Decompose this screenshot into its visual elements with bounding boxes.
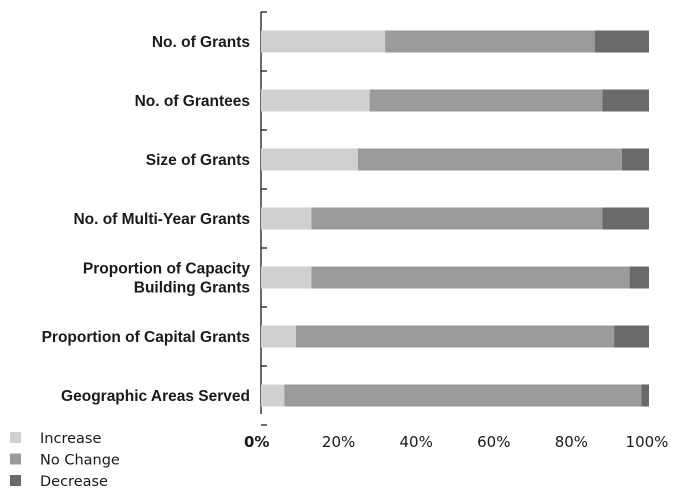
x-tick-labels: 0% 20% 40% 60% 80% 100% — [244, 433, 668, 451]
bar-segment-decrease — [629, 266, 649, 289]
bar-segment-decrease — [594, 30, 649, 53]
bar-segment-decrease — [621, 148, 649, 171]
bar-segment-decrease — [602, 207, 649, 230]
category-label: Proportion of Capital Grants — [42, 329, 250, 346]
bar-segment-decrease — [614, 325, 649, 348]
bar-segment-no-change — [284, 384, 642, 407]
category-label: Proportion of Capacity Building Grants — [83, 261, 250, 297]
bar-segment-no-change — [385, 30, 595, 53]
x-tick-label: 80% — [555, 433, 588, 451]
category-label: No. of Grants — [152, 34, 250, 51]
bar-segment-increase — [261, 30, 386, 53]
legend-swatch — [10, 453, 21, 465]
bar-segment-no-change — [295, 325, 615, 348]
legend: Increase No Change Decrease — [10, 431, 120, 488]
x-tick-label: 40% — [400, 433, 433, 451]
legend-swatch — [10, 432, 21, 443]
legend-label: Decrease — [40, 474, 108, 488]
bar-segment-no-change — [358, 148, 622, 171]
bar-segment-no-change — [311, 266, 630, 289]
legend-label: Increase — [40, 431, 101, 447]
bar-segment-increase — [261, 89, 370, 112]
bars-layer — [261, 30, 649, 407]
bar-segment-decrease — [641, 384, 649, 407]
category-label: No. of Multi-Year Grants — [73, 211, 250, 228]
x-tick-label: 0% — [244, 433, 269, 451]
legend-label: No Change — [40, 453, 120, 469]
x-tick-label: 100% — [626, 433, 669, 451]
category-labels: No. of Grants No. of Grantees Size of Gran… — [42, 34, 251, 405]
category-label: No. of Grantees — [135, 93, 250, 110]
category-label: Size of Grants — [146, 152, 250, 169]
bar-segment-increase — [261, 266, 312, 289]
x-tick-label: 60% — [477, 433, 510, 451]
legend-swatch — [10, 475, 21, 486]
bar-segment-increase — [261, 325, 296, 348]
x-tick-label: 20% — [322, 433, 355, 451]
bar-segment-no-change — [311, 207, 603, 230]
category-label: Geographic Areas Served — [61, 388, 250, 405]
bar-segment-decrease — [602, 89, 649, 112]
bar-segment-increase — [261, 384, 285, 407]
bar-segment-no-change — [369, 89, 603, 112]
bar-segment-increase — [261, 207, 312, 230]
bar-segment-increase — [261, 148, 358, 171]
